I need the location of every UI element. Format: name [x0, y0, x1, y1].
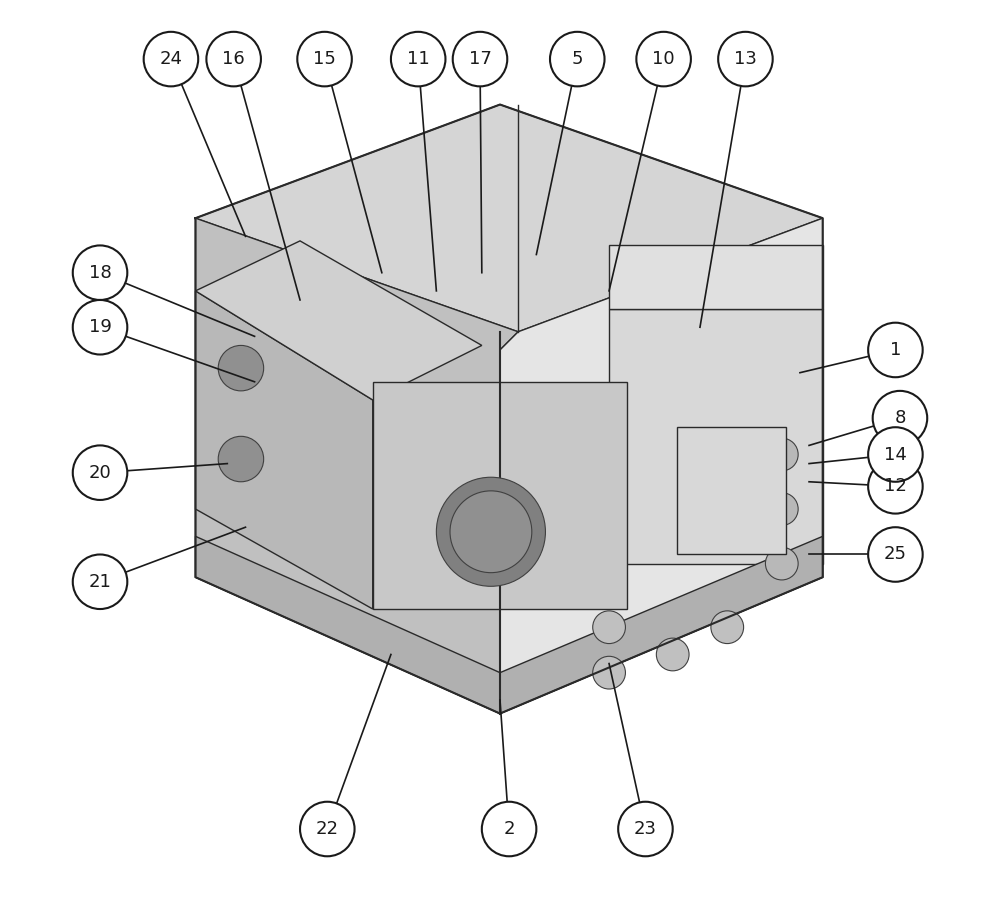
- Circle shape: [450, 491, 532, 573]
- Circle shape: [765, 438, 798, 471]
- Polygon shape: [500, 218, 823, 714]
- Polygon shape: [195, 536, 823, 714]
- Text: 11: 11: [407, 50, 430, 68]
- Text: 8: 8: [894, 409, 906, 427]
- Circle shape: [300, 802, 355, 856]
- Text: 20: 20: [89, 464, 111, 482]
- Text: 18: 18: [89, 264, 111, 282]
- Text: 10: 10: [652, 50, 675, 68]
- Text: 14: 14: [884, 445, 907, 464]
- Circle shape: [765, 547, 798, 580]
- Circle shape: [206, 32, 261, 86]
- Text: 13: 13: [734, 50, 757, 68]
- Circle shape: [711, 611, 744, 644]
- Circle shape: [144, 32, 198, 86]
- Circle shape: [868, 323, 923, 377]
- Polygon shape: [195, 105, 823, 332]
- Circle shape: [391, 32, 445, 86]
- Text: 2: 2: [503, 820, 515, 838]
- Circle shape: [482, 802, 536, 856]
- Text: 22: 22: [316, 820, 339, 838]
- Circle shape: [453, 32, 507, 86]
- Text: 21: 21: [89, 573, 111, 591]
- Text: 1: 1: [890, 341, 901, 359]
- Circle shape: [868, 527, 923, 582]
- Circle shape: [593, 656, 625, 689]
- Circle shape: [436, 477, 545, 586]
- Polygon shape: [373, 382, 627, 609]
- Circle shape: [73, 554, 127, 609]
- Circle shape: [73, 445, 127, 500]
- Circle shape: [636, 32, 691, 86]
- Circle shape: [718, 32, 773, 86]
- Circle shape: [550, 32, 605, 86]
- Circle shape: [656, 638, 689, 671]
- Polygon shape: [195, 241, 482, 400]
- Circle shape: [873, 391, 927, 445]
- Polygon shape: [195, 291, 373, 609]
- Circle shape: [73, 245, 127, 300]
- Text: 24: 24: [159, 50, 182, 68]
- FancyBboxPatch shape: [677, 427, 786, 554]
- Circle shape: [218, 436, 264, 482]
- Text: 15: 15: [313, 50, 336, 68]
- Circle shape: [297, 32, 352, 86]
- Circle shape: [218, 345, 264, 391]
- Circle shape: [593, 611, 625, 644]
- Circle shape: [765, 493, 798, 525]
- Text: 25: 25: [884, 545, 907, 564]
- Circle shape: [73, 300, 127, 355]
- Text: 17: 17: [469, 50, 491, 68]
- Text: 19: 19: [89, 318, 111, 336]
- Polygon shape: [609, 245, 823, 309]
- Circle shape: [868, 459, 923, 514]
- Polygon shape: [609, 309, 823, 564]
- Text: 23: 23: [634, 820, 657, 838]
- Text: 12: 12: [884, 477, 907, 495]
- Text: 16: 16: [222, 50, 245, 68]
- Circle shape: [868, 427, 923, 482]
- Polygon shape: [195, 218, 518, 714]
- Circle shape: [618, 802, 673, 856]
- Text: 5: 5: [572, 50, 583, 68]
